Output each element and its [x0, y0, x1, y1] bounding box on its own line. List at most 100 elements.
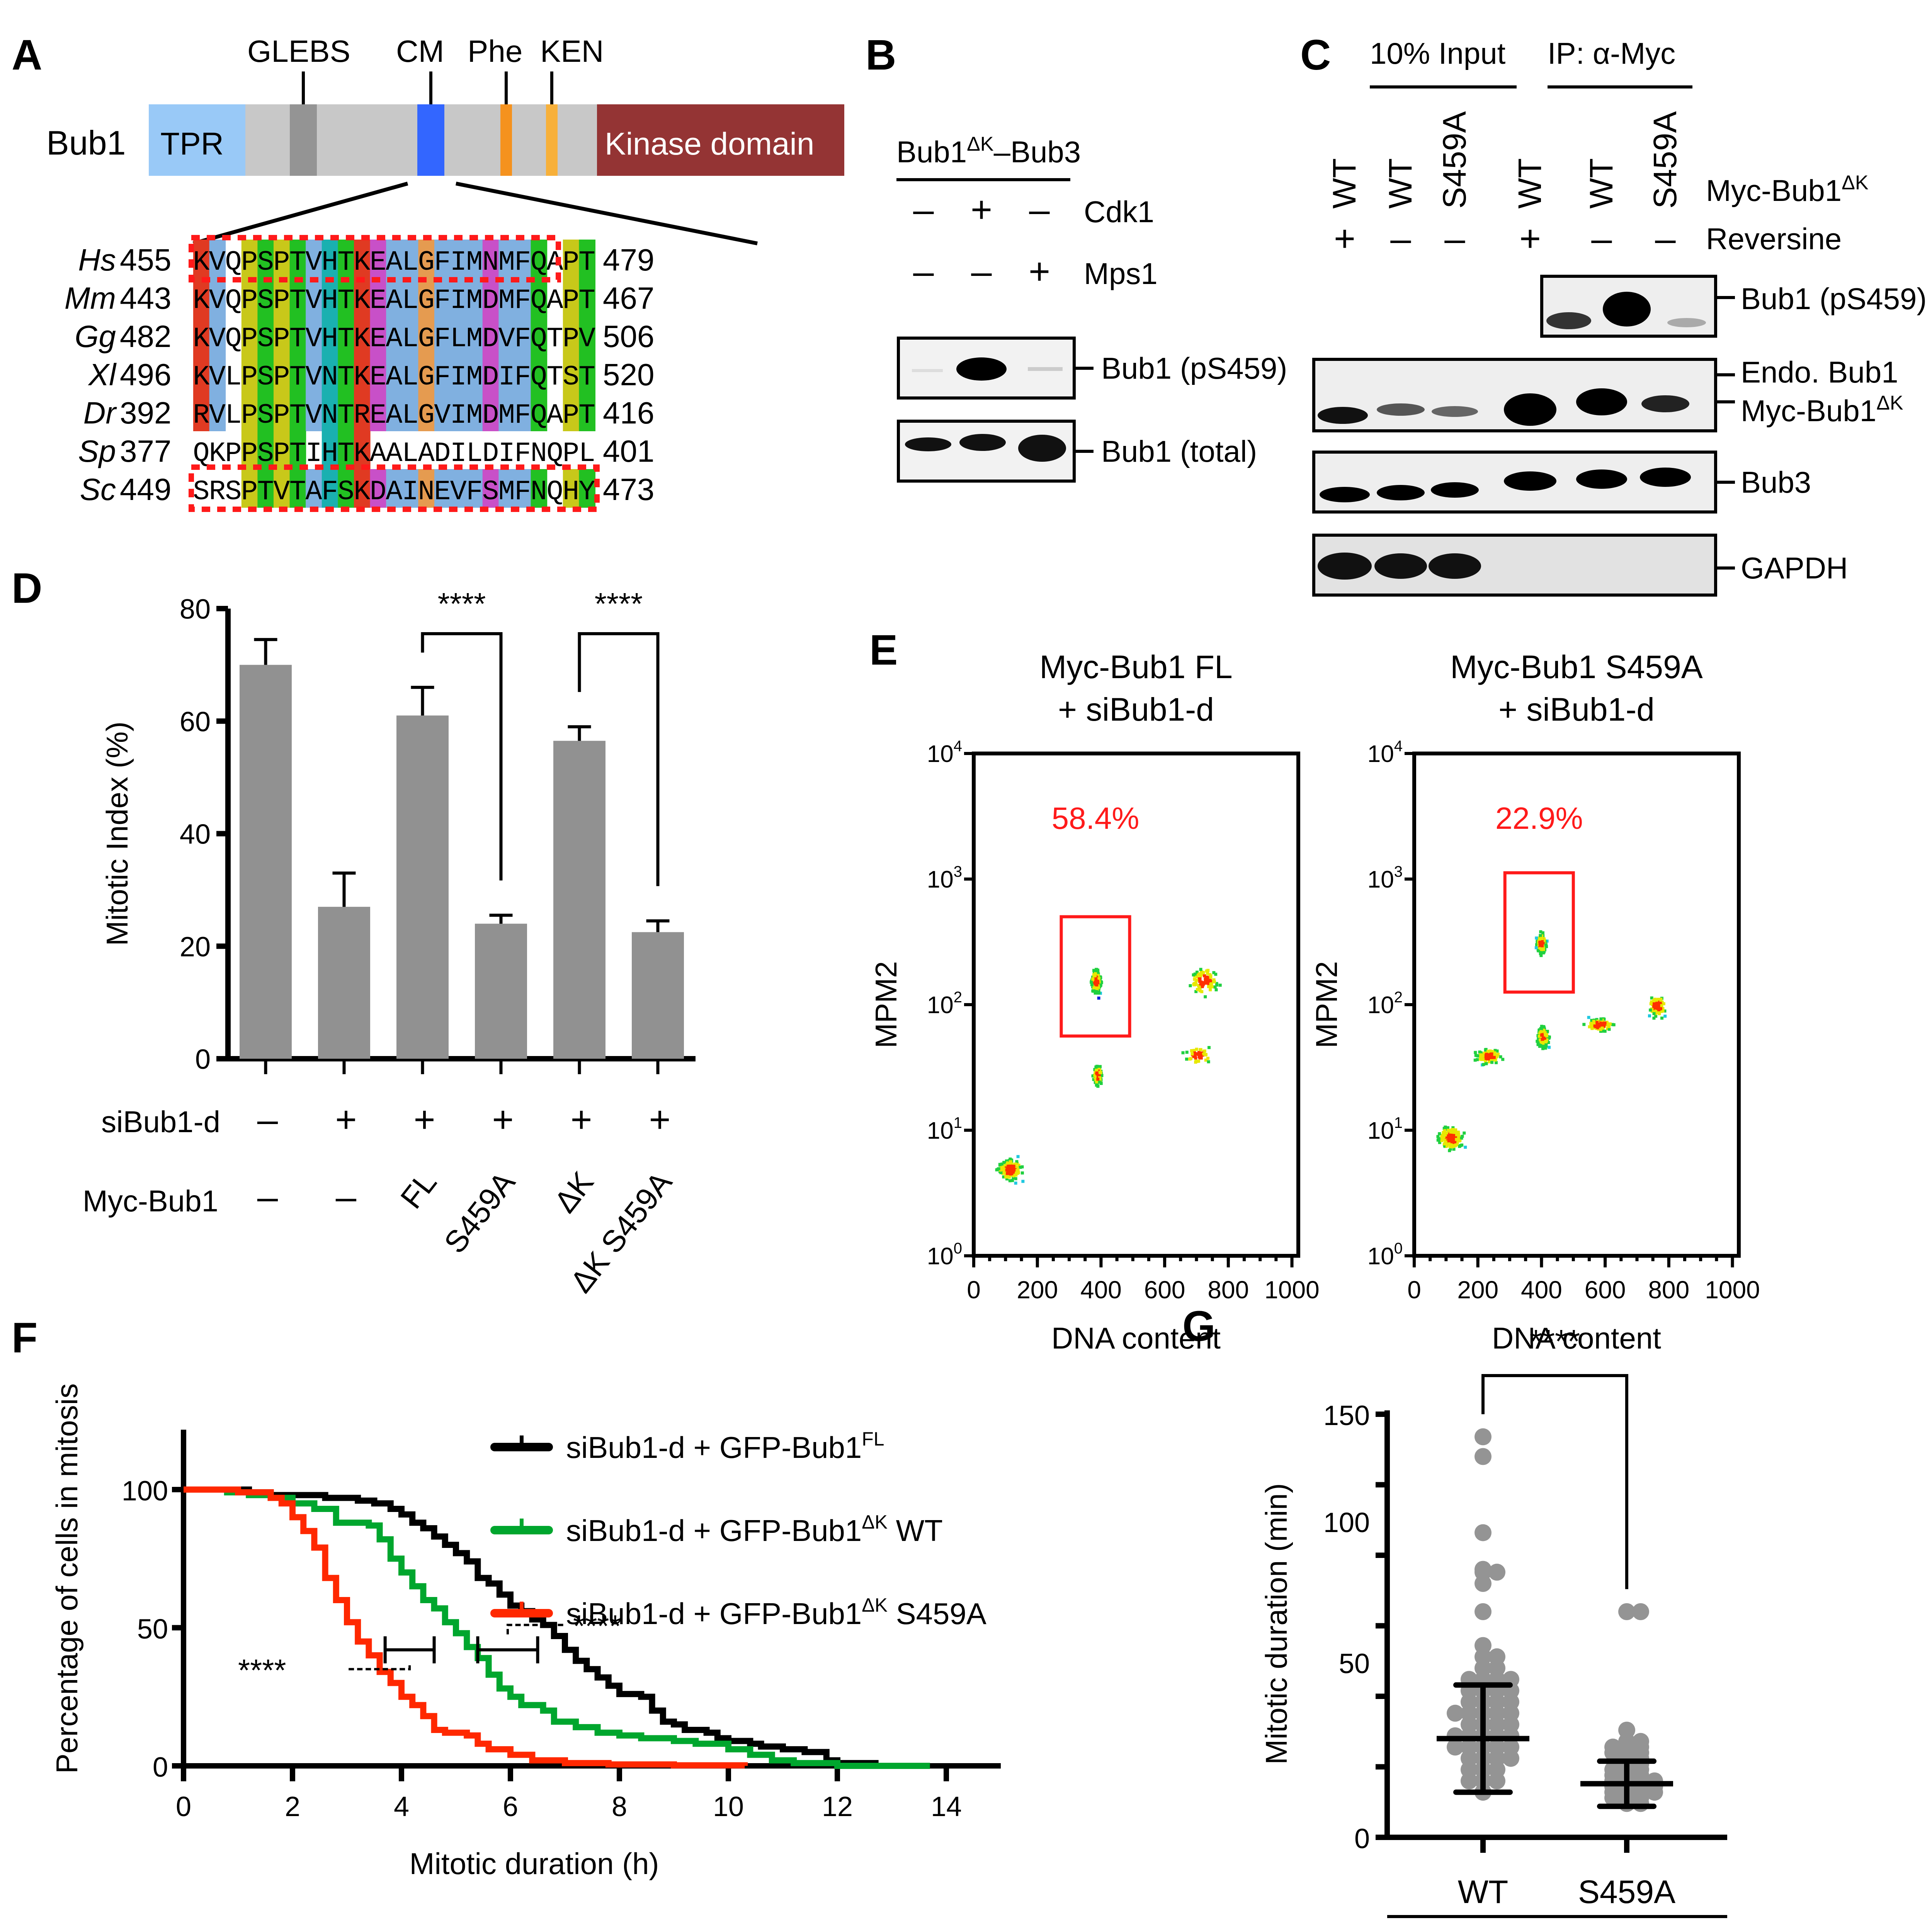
alignment-cell [321, 431, 338, 469]
event-dot [1209, 976, 1213, 979]
event-dot [1008, 1179, 1012, 1182]
event-dot [1021, 1180, 1025, 1183]
event-dot [1501, 1058, 1505, 1061]
alignment-cell [531, 469, 548, 508]
event-dot [1092, 1078, 1095, 1081]
alignment-cell [321, 278, 338, 316]
alignment-cell [531, 240, 548, 278]
treatment-sign: – [913, 189, 934, 230]
event-dot [1014, 1181, 1017, 1185]
residue: I [498, 438, 515, 469]
event-dot [1455, 1133, 1458, 1136]
event-dot [1209, 979, 1212, 983]
event-dot [1539, 934, 1542, 937]
residue: L [402, 247, 418, 278]
residue: N [321, 361, 338, 393]
event-dot [1663, 1009, 1667, 1013]
row-label-myc-bub1: Myc-Bub1 [83, 1184, 218, 1218]
bar [396, 715, 449, 1059]
alignment-cell [434, 316, 451, 355]
event-dot [1537, 1038, 1541, 1042]
event-dot [1193, 978, 1196, 981]
alignment-cell [466, 316, 483, 355]
group-ip: IP: α-Myc [1548, 36, 1675, 70]
event-dot [1012, 1176, 1015, 1179]
event-dot [1208, 973, 1212, 976]
alignment-cell [370, 240, 387, 278]
residue: T [338, 247, 354, 278]
residue: F [514, 400, 531, 431]
event-dot [1440, 1139, 1444, 1142]
event-dot [1603, 1021, 1607, 1025]
alignment-cell [193, 316, 210, 355]
significance-bracket [421, 632, 503, 881]
event-dot [1486, 1056, 1490, 1060]
event-dot [1590, 1027, 1594, 1030]
residue: T [546, 361, 563, 393]
ken-label: KEN [540, 34, 604, 68]
event-dot [1438, 1141, 1441, 1144]
event-dot [1535, 936, 1538, 940]
alignment-cell [289, 469, 306, 508]
event-dot [1205, 977, 1208, 981]
event-dot [1093, 974, 1096, 978]
x-tick-label: 6 [503, 1791, 518, 1822]
y-tick-label: 103 [1367, 863, 1403, 893]
residue: T [338, 285, 354, 316]
event-dot [1662, 1002, 1665, 1005]
residue: L [402, 323, 418, 355]
alignment-cell [321, 354, 338, 393]
event-dot [1096, 992, 1099, 995]
significance-bracket [1481, 1374, 1628, 1589]
residue: D [482, 361, 499, 393]
event-dot [1218, 983, 1222, 987]
alignment-cell [241, 278, 258, 316]
alignment-cell [418, 393, 435, 431]
event-dot [1014, 1177, 1017, 1180]
event-dot [1005, 1177, 1009, 1180]
y-tick-label: 104 [1367, 738, 1403, 767]
event-dot [1092, 988, 1095, 991]
alignment-cell [241, 393, 258, 431]
residue: H [321, 285, 338, 316]
event-dot [1207, 980, 1210, 983]
residue: F [514, 476, 531, 508]
residue: P [273, 400, 290, 431]
event-dot [1098, 1065, 1102, 1069]
event-dot [1539, 954, 1543, 957]
x-tick-label: 400 [1080, 1276, 1122, 1304]
event-dot [1438, 1132, 1441, 1136]
event-dot [1457, 1130, 1460, 1134]
event-dot [1582, 1023, 1586, 1026]
residue: V [305, 400, 322, 431]
y-tick-label: 101 [927, 1114, 962, 1144]
event-dot [1193, 972, 1197, 976]
alignment-cell [450, 278, 467, 316]
residue: F [514, 323, 531, 355]
end-position: 416 [603, 396, 654, 430]
event-dot [1660, 1010, 1663, 1013]
alignment-cell [450, 393, 467, 431]
c-label-myc: Myc-Bub1ΔK [1741, 392, 1903, 428]
reversine-sign: – [1444, 218, 1465, 259]
kinase-domain [597, 104, 844, 176]
tpr-label: TPR [160, 126, 224, 162]
event-dot [1197, 1055, 1201, 1059]
alignment-cell [482, 240, 499, 278]
residue: K [354, 323, 371, 355]
event-dot [1000, 1162, 1004, 1166]
event-dot [1544, 1033, 1547, 1037]
flow-plot: Myc-Bub1 S459A + siBub1-d 22.9% 0 200 400 600 8… [1310, 649, 1760, 1355]
residue: M [466, 285, 483, 316]
survival-line [184, 1486, 930, 1769]
alignment-cell [418, 240, 435, 278]
event-dot [1100, 981, 1103, 984]
species-label: Sp [78, 434, 116, 468]
event-dot [1485, 1057, 1488, 1060]
residue: Q [531, 361, 547, 393]
data-point [1447, 1738, 1464, 1756]
event-dot [1452, 1131, 1456, 1134]
alignment-cell [579, 316, 595, 355]
lane-label: WT [1326, 158, 1362, 209]
residue: R [193, 400, 209, 431]
